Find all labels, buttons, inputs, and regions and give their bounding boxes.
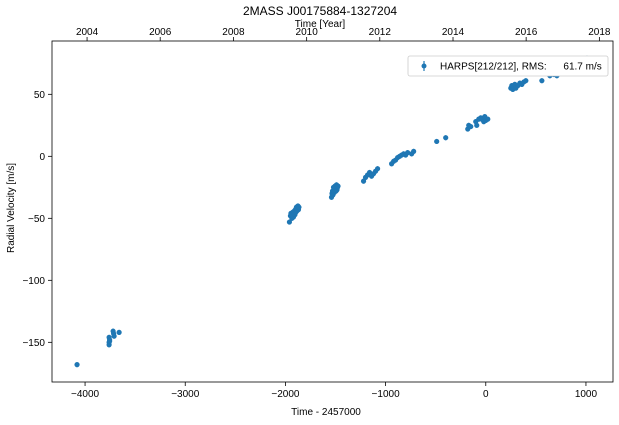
rv-data-point <box>335 183 341 189</box>
rv-data-point <box>434 138 440 145</box>
y-axis-label: Radial Velocity [m/s] <box>6 163 17 253</box>
y-tick-label: 50 <box>34 90 46 101</box>
top-tick-label: 2012 <box>369 27 392 38</box>
legend-entry-label: HARPS[212/212], RMS: 61.7 m/s <box>440 62 602 73</box>
y-tick-label: −100 <box>22 276 45 287</box>
rv-data-point <box>286 219 293 225</box>
rv-data-point <box>539 78 545 84</box>
legend: HARPS[212/212], RMS: 61.7 m/s <box>407 55 609 77</box>
chart-title: 2MASS J00175884-1327204 <box>243 4 397 18</box>
rv-data-point <box>111 333 117 339</box>
rv-data-point <box>485 116 491 122</box>
x-tick-label: 0 <box>483 389 489 400</box>
top-tick-label: 2014 <box>442 27 465 38</box>
rv-data-point <box>523 78 529 84</box>
x-tick-label: −1000 <box>372 389 401 400</box>
rv-data-point <box>405 150 411 156</box>
x-axis-label: Time - 2457000 <box>291 407 361 418</box>
x-tick-label: −4000 <box>71 389 100 400</box>
top-axis-ticks: 2004 2006 2008 2010 2012 2014 2016 2018 <box>76 27 611 41</box>
y-tick-label: 0 <box>39 152 45 163</box>
rv-data-point <box>411 148 417 154</box>
y-tick-label: −50 <box>28 214 45 225</box>
top-tick-label: 2008 <box>222 27 245 38</box>
plot-area-frame <box>51 40 614 383</box>
top-tick-label: 2006 <box>149 27 172 38</box>
top-axis-label: Time [Year] <box>295 19 346 30</box>
rv-data-point <box>74 362 80 368</box>
legend-point-marker <box>421 63 427 69</box>
top-tick-label: 2010 <box>296 27 319 38</box>
top-tick-label: 2018 <box>588 27 611 38</box>
rv-data-point <box>468 123 474 130</box>
x-axis-ticks: −4000 −3000 −2000 −1000 0 1000 <box>71 382 598 400</box>
y-tick-label: −150 <box>22 338 45 349</box>
legend-box <box>407 55 609 77</box>
x-tick-label: −2000 <box>271 389 300 400</box>
top-tick-label: 2016 <box>515 27 538 38</box>
x-tick-label: 1000 <box>575 389 598 400</box>
rv-data-point <box>474 122 480 128</box>
rv-data-point <box>443 135 449 141</box>
x-tick-label: −3000 <box>171 389 200 400</box>
rv-data-point <box>296 204 302 210</box>
rv-data-point <box>116 329 122 335</box>
y-axis-ticks: −150 −100 −50 0 50 <box>22 90 52 349</box>
top-tick-label: 2004 <box>76 27 99 38</box>
data-points <box>74 55 591 368</box>
rv-data-point <box>374 166 381 172</box>
rv-data-point <box>107 338 113 344</box>
